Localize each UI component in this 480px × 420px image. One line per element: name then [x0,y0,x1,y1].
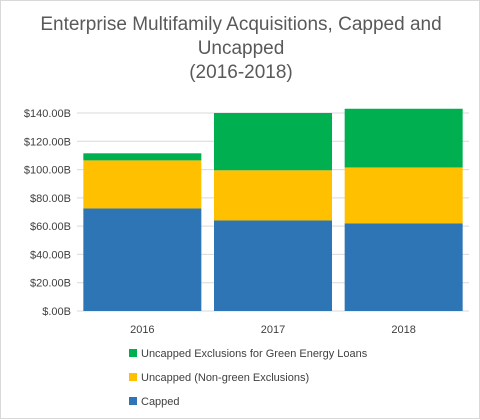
legend-swatch-1 [129,373,137,381]
legend-swatch-2 [129,349,137,357]
x-axis: 2016 2017 2018 [130,324,416,336]
legend-label-0: Capped [141,396,180,408]
y-tick-label-0: $.00B [42,306,71,318]
y-tick-label-5: $100.00B [24,165,71,177]
y-tick-label-6: $120.00B [24,136,71,148]
bar-2016-series-0 [83,208,202,311]
bar-2016-series-1 [83,160,202,209]
legend: Uncapped Exclusions for Green Energy Loa… [129,348,368,408]
y-tick-label-2: $40.00B [30,249,71,261]
legend-label-2: Uncapped Exclusions for Green Energy Loa… [141,348,368,360]
bar-2018-series-0 [344,223,463,311]
bar-2017-series-1 [214,170,332,221]
chart-title: Enterprise Multifamily Acquisitions, Cap… [40,14,441,83]
bar-2016-series-2 [83,153,202,161]
chart-title-line-3: (2016-2018) [189,62,293,83]
chart-title-line-2: Uncapped [198,38,285,59]
x-tick-label-2016: 2016 [130,324,154,336]
legend-label-1: Uncapped (Non-green Exclusions) [141,372,309,384]
x-tick-label-2017: 2017 [261,324,285,336]
bar-2018-series-2 [344,108,463,168]
y-tick-label-7: $140.00B [24,108,71,120]
chart-title-line-1: Enterprise Multifamily Acquisitions, Cap… [40,14,441,35]
x-tick-label-2018: 2018 [391,324,415,336]
bar-2018-series-1 [344,167,463,224]
bar-2017-series-2 [214,113,332,171]
bar-2017-series-0 [214,220,332,311]
y-tick-label-3: $60.00B [30,221,71,233]
y-tick-label-4: $80.00B [30,193,71,205]
bars [83,108,463,311]
y-axis: $.00B $20.00B $40.00B $60.00B $80.00B $100.00… [24,108,71,318]
legend-swatch-0 [129,397,137,405]
y-tick-label-1: $20.00B [30,278,71,290]
